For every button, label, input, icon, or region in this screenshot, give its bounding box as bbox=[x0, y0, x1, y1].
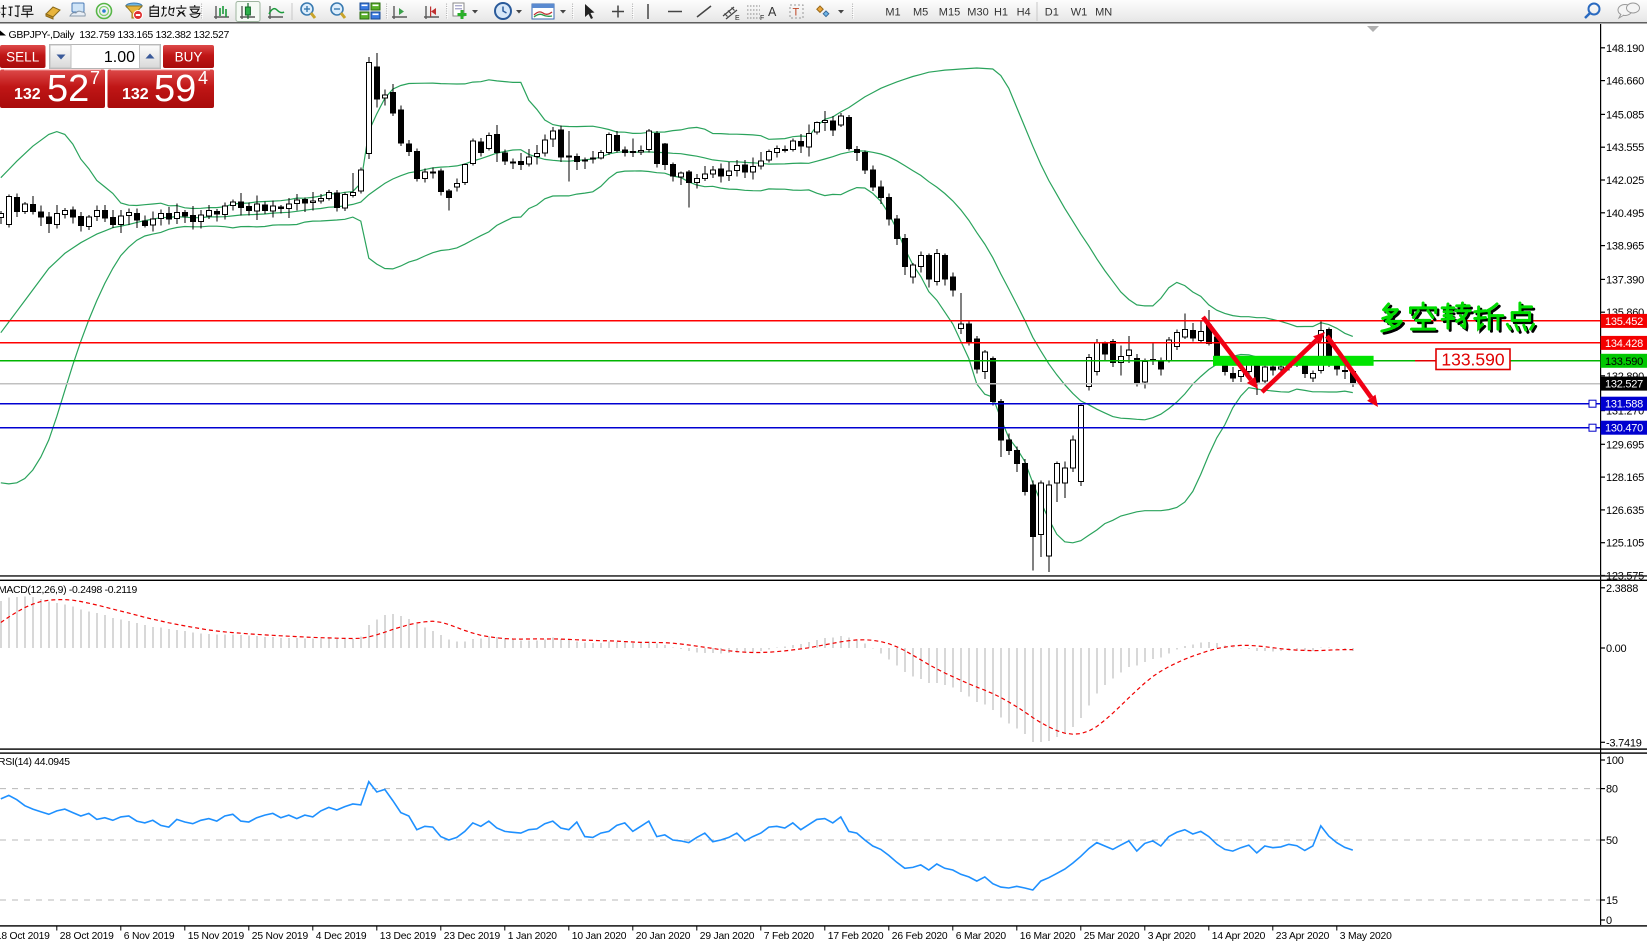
svg-text:146.660: 146.660 bbox=[1606, 76, 1644, 88]
svg-text:23 Apr 2020: 23 Apr 2020 bbox=[1276, 931, 1330, 942]
svg-text:18 Oct 2019: 18 Oct 2019 bbox=[0, 931, 50, 942]
svg-text:128.165: 128.165 bbox=[1606, 472, 1644, 484]
svg-text:SELL: SELL bbox=[6, 50, 40, 65]
svg-text:29 Jan 2020: 29 Jan 2020 bbox=[700, 931, 755, 942]
svg-text:H4: H4 bbox=[1017, 7, 1031, 19]
svg-text:80: 80 bbox=[1606, 784, 1618, 796]
svg-text:20 Jan 2020: 20 Jan 2020 bbox=[636, 931, 691, 942]
svg-text:-3.7419: -3.7419 bbox=[1606, 737, 1642, 749]
svg-text:52: 52 bbox=[47, 68, 89, 110]
svg-text:14 Apr 2020: 14 Apr 2020 bbox=[1212, 931, 1266, 942]
svg-text:10 Jan 2020: 10 Jan 2020 bbox=[572, 931, 627, 942]
svg-text:132: 132 bbox=[122, 86, 149, 103]
svg-text:T: T bbox=[793, 7, 800, 19]
svg-text:129.695: 129.695 bbox=[1606, 439, 1644, 451]
svg-text:133.590: 133.590 bbox=[1605, 356, 1643, 368]
svg-text:1.00: 1.00 bbox=[104, 49, 135, 66]
svg-text:137.390: 137.390 bbox=[1606, 274, 1644, 286]
svg-text:28 Oct 2019: 28 Oct 2019 bbox=[60, 931, 114, 942]
svg-text:RSI(14) 44.0945: RSI(14) 44.0945 bbox=[0, 757, 70, 768]
svg-text:7 Feb 2020: 7 Feb 2020 bbox=[764, 931, 815, 942]
svg-text:138.965: 138.965 bbox=[1606, 241, 1644, 253]
svg-text:143.555: 143.555 bbox=[1606, 142, 1644, 154]
svg-text:A: A bbox=[768, 5, 777, 19]
svg-text:M1: M1 bbox=[885, 7, 900, 19]
svg-text:133.590: 133.590 bbox=[1441, 350, 1505, 370]
svg-text:H1: H1 bbox=[994, 7, 1008, 19]
svg-text:15: 15 bbox=[1606, 895, 1618, 907]
svg-text:2.3888: 2.3888 bbox=[1606, 583, 1638, 595]
svg-text:6 Mar 2020: 6 Mar 2020 bbox=[956, 931, 1007, 942]
svg-text:4 Dec 2019: 4 Dec 2019 bbox=[316, 931, 367, 942]
svg-text:59: 59 bbox=[154, 68, 196, 110]
svg-text:E: E bbox=[735, 15, 740, 22]
svg-text:50: 50 bbox=[1606, 835, 1618, 847]
svg-text:D1: D1 bbox=[1045, 7, 1059, 19]
svg-text:7: 7 bbox=[90, 68, 100, 88]
svg-text:126.635: 126.635 bbox=[1606, 505, 1644, 517]
svg-text:148.190: 148.190 bbox=[1606, 43, 1644, 55]
svg-text:MACD(12,26,9) -0.2498 -0.2119: MACD(12,26,9) -0.2498 -0.2119 bbox=[0, 585, 137, 596]
svg-text:25 Mar 2020: 25 Mar 2020 bbox=[1084, 931, 1140, 942]
svg-text:134.428: 134.428 bbox=[1605, 338, 1643, 350]
svg-text:23 Dec 2019: 23 Dec 2019 bbox=[444, 931, 501, 942]
svg-text:M15: M15 bbox=[939, 7, 960, 19]
svg-text:25 Nov 2019: 25 Nov 2019 bbox=[252, 931, 309, 942]
svg-text:3 May 2020: 3 May 2020 bbox=[1340, 931, 1392, 942]
svg-text:15 Nov 2019: 15 Nov 2019 bbox=[188, 931, 245, 942]
svg-text:6 Nov 2019: 6 Nov 2019 bbox=[124, 931, 175, 942]
svg-text:132: 132 bbox=[14, 86, 41, 103]
svg-text:M5: M5 bbox=[913, 7, 928, 19]
svg-text:4: 4 bbox=[198, 68, 208, 88]
svg-text:BUY: BUY bbox=[175, 50, 203, 65]
svg-text:1 Jan 2020: 1 Jan 2020 bbox=[508, 931, 557, 942]
svg-text:26 Feb 2020: 26 Feb 2020 bbox=[892, 931, 948, 942]
svg-text:GBPJPY-,Daily 132.759 133.165: GBPJPY-,Daily 132.759 133.165 132.382 13… bbox=[9, 29, 230, 41]
svg-text:W1: W1 bbox=[1071, 7, 1088, 19]
svg-text:MN: MN bbox=[1095, 7, 1112, 19]
svg-text:0.00: 0.00 bbox=[1606, 643, 1627, 655]
svg-text:100: 100 bbox=[1606, 755, 1624, 767]
svg-text:16 Mar 2020: 16 Mar 2020 bbox=[1020, 931, 1076, 942]
svg-text:142.025: 142.025 bbox=[1606, 175, 1644, 187]
svg-text:M30: M30 bbox=[967, 7, 988, 19]
svg-text:3 Apr 2020: 3 Apr 2020 bbox=[1148, 931, 1196, 942]
svg-text:0: 0 bbox=[1606, 915, 1612, 927]
svg-text:13 Dec 2019: 13 Dec 2019 bbox=[380, 931, 437, 942]
svg-text:125.105: 125.105 bbox=[1606, 538, 1644, 550]
svg-text:130.470: 130.470 bbox=[1605, 423, 1643, 435]
svg-text:17 Feb 2020: 17 Feb 2020 bbox=[828, 931, 884, 942]
svg-text:F: F bbox=[760, 15, 764, 22]
svg-text:140.495: 140.495 bbox=[1606, 208, 1644, 220]
svg-text:145.085: 145.085 bbox=[1606, 109, 1644, 121]
svg-text:135.452: 135.452 bbox=[1605, 316, 1643, 328]
svg-text:132.527: 132.527 bbox=[1605, 379, 1643, 391]
svg-text:131.588: 131.588 bbox=[1605, 399, 1643, 411]
